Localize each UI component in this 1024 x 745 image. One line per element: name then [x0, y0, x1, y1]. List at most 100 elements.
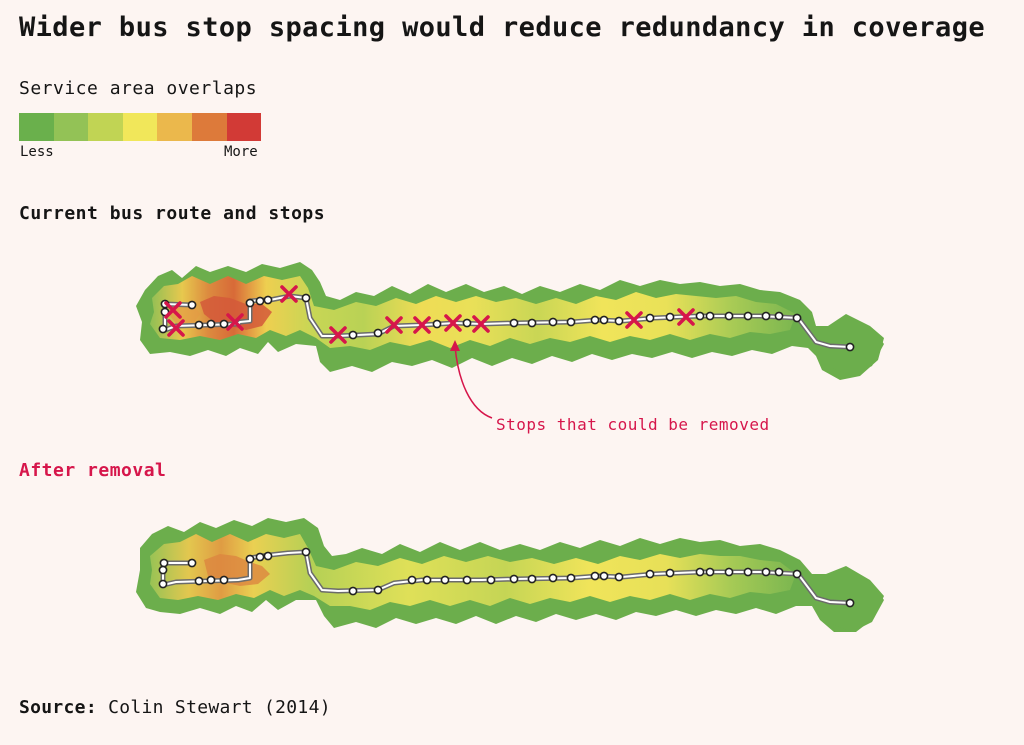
bus-stop: [158, 324, 168, 334]
bus-stops: [158, 293, 855, 352]
bus-stop: [599, 571, 609, 581]
bus-stop: [614, 316, 624, 326]
bus-stop: [705, 567, 715, 577]
bus-stop: [665, 568, 675, 578]
bus-stop: [761, 311, 771, 321]
bus-stop: [187, 558, 197, 568]
removable-stop-x: [472, 315, 490, 333]
bus-stop: [566, 317, 576, 327]
bus-stop: [566, 573, 576, 583]
legend-swatch: [88, 113, 123, 141]
bus-stop: [509, 574, 519, 584]
bus-stop: [590, 571, 600, 581]
bus-stop: [245, 298, 255, 308]
bus-stop: [645, 313, 655, 323]
bus-stop: [527, 574, 537, 584]
legend-high-label: More: [224, 144, 258, 160]
bus-stop: [373, 585, 383, 595]
legend-swatch: [191, 113, 227, 141]
bus-stop: [486, 575, 496, 585]
legend-title: Service area overlaps: [19, 78, 258, 99]
bus-stop: [245, 554, 255, 564]
legend-swatch: [53, 113, 89, 141]
bus-stop: [527, 318, 537, 328]
bus-stop: [845, 598, 855, 608]
bus-stops: [158, 547, 855, 608]
bus-stop: [743, 311, 753, 321]
bus-stop: [219, 575, 229, 585]
annotation-arrow: [454, 345, 493, 419]
legend-swatch: [122, 113, 158, 141]
source-text: Colin Stewart (2014): [108, 697, 331, 718]
bus-stop: [462, 318, 472, 328]
bus-stop: [665, 312, 675, 322]
bus-stop: [590, 315, 600, 325]
bus-stop: [548, 573, 558, 583]
bus-stop: [255, 296, 265, 306]
removable-stop-x: [329, 326, 347, 344]
section-label-current: Current bus route and stops: [19, 203, 326, 224]
bus-stop: [743, 567, 753, 577]
bus-stop: [219, 319, 229, 329]
removable-stop-x: [167, 319, 185, 337]
bus-stop: [645, 569, 655, 579]
legend-swatch: [226, 113, 262, 141]
bus-stop: [724, 311, 734, 321]
bus-stop: [695, 311, 705, 321]
bus-stop: [348, 330, 358, 340]
bus-stop: [263, 295, 273, 305]
bus-stop: [194, 320, 204, 330]
legend-color-scale: [19, 113, 262, 141]
bus-stop: [462, 575, 472, 585]
bus-stop: [158, 565, 168, 575]
bus-stop: [301, 293, 311, 303]
legend-low-label: Less: [20, 144, 54, 160]
bus-stop: [845, 342, 855, 352]
bus-stop: [761, 567, 771, 577]
bus-stop: [724, 567, 734, 577]
coverage-area-inner: [150, 534, 796, 610]
removable-stop-x: [280, 285, 298, 303]
removable-stops-annotation: Stops that could be removed: [496, 415, 770, 434]
annotation-arrowhead: [450, 340, 460, 351]
bus-stop: [432, 319, 442, 329]
source-label: Source:: [19, 697, 97, 718]
bus-stop: [440, 575, 450, 585]
coverage-area-inner: [150, 276, 796, 350]
bus-stop: [774, 311, 784, 321]
removable-stop-x: [164, 301, 182, 319]
bus-stop: [373, 328, 383, 338]
bus-stop: [159, 558, 169, 568]
bus-stop: [206, 575, 216, 585]
removable-stop-x: [385, 316, 403, 334]
bus-stop: [599, 315, 609, 325]
bus-stop: [187, 300, 197, 310]
removable-stop-x: [413, 316, 431, 334]
legend-swatch: [157, 113, 192, 141]
bus-stop: [255, 552, 265, 562]
removable-stop-x: [625, 311, 643, 329]
bus-stop: [206, 319, 216, 329]
source-credit: Source: Colin Stewart (2014): [19, 697, 331, 718]
legend-swatch: [19, 113, 54, 141]
bus-stop: [548, 317, 558, 327]
bus-stop: [705, 311, 715, 321]
bus-stop: [194, 576, 204, 586]
removable-stop-markers: [164, 285, 695, 344]
bus-stop: [263, 551, 273, 561]
removable-stop-x: [444, 314, 462, 332]
current-route-map: [136, 262, 884, 419]
bus-stop: [774, 567, 784, 577]
section-label-after: After removal: [19, 460, 167, 481]
bus-stop: [301, 547, 311, 557]
bus-stop: [348, 586, 358, 596]
removable-stop-x: [226, 313, 244, 331]
after-removal-map: [136, 518, 884, 632]
bus-stop: [422, 575, 432, 585]
bus-stop: [407, 575, 417, 585]
bus-stop: [614, 572, 624, 582]
route-line-highlight: [162, 551, 851, 604]
bus-stop: [509, 318, 519, 328]
page-title: Wider bus stop spacing would reduce redu…: [19, 12, 986, 43]
